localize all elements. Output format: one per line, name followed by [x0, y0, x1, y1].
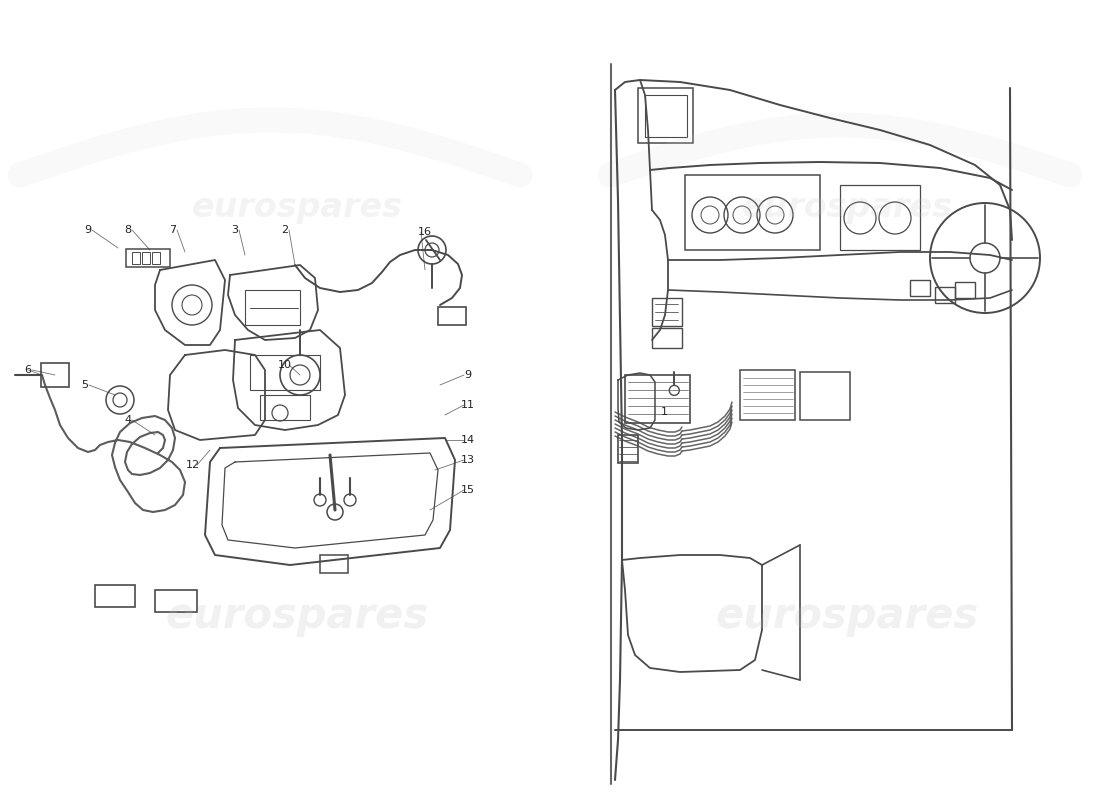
- Bar: [840, 185, 920, 250]
- Bar: [685, 175, 820, 250]
- Bar: [652, 328, 682, 348]
- Bar: [250, 355, 320, 390]
- Bar: [638, 88, 693, 143]
- Bar: [95, 585, 135, 607]
- Bar: [438, 307, 466, 325]
- Text: 10: 10: [278, 360, 292, 370]
- Bar: [935, 287, 955, 303]
- Bar: [645, 95, 688, 137]
- Text: 16: 16: [418, 227, 432, 237]
- Text: 15: 15: [461, 485, 475, 495]
- Bar: [320, 555, 348, 573]
- Text: 12: 12: [186, 460, 200, 470]
- Bar: [41, 363, 69, 387]
- Bar: [740, 370, 795, 420]
- Text: 9: 9: [464, 370, 472, 380]
- Text: eurospares: eurospares: [191, 191, 403, 225]
- Text: 4: 4: [124, 415, 132, 425]
- Bar: [126, 249, 170, 267]
- Bar: [910, 280, 930, 296]
- Text: 6: 6: [24, 365, 32, 375]
- Text: 13: 13: [461, 455, 475, 465]
- Bar: [800, 372, 850, 420]
- Text: 3: 3: [231, 225, 239, 235]
- Text: 11: 11: [461, 400, 475, 410]
- Bar: [625, 375, 690, 423]
- Bar: [132, 252, 140, 264]
- Text: 14: 14: [461, 435, 475, 445]
- Bar: [260, 395, 310, 420]
- Bar: [955, 282, 975, 298]
- Bar: [652, 298, 682, 326]
- Text: 8: 8: [124, 225, 132, 235]
- Text: 5: 5: [81, 380, 88, 390]
- Text: eurospares: eurospares: [741, 191, 953, 225]
- Bar: [142, 252, 150, 264]
- Text: 2: 2: [282, 225, 288, 235]
- Bar: [155, 590, 197, 612]
- Bar: [152, 252, 160, 264]
- Text: 1: 1: [661, 407, 668, 417]
- Text: 7: 7: [169, 225, 177, 235]
- Bar: [245, 290, 300, 325]
- Bar: [618, 435, 638, 463]
- Text: eurospares: eurospares: [165, 595, 429, 637]
- Text: eurospares: eurospares: [715, 595, 979, 637]
- Text: 9: 9: [85, 225, 91, 235]
